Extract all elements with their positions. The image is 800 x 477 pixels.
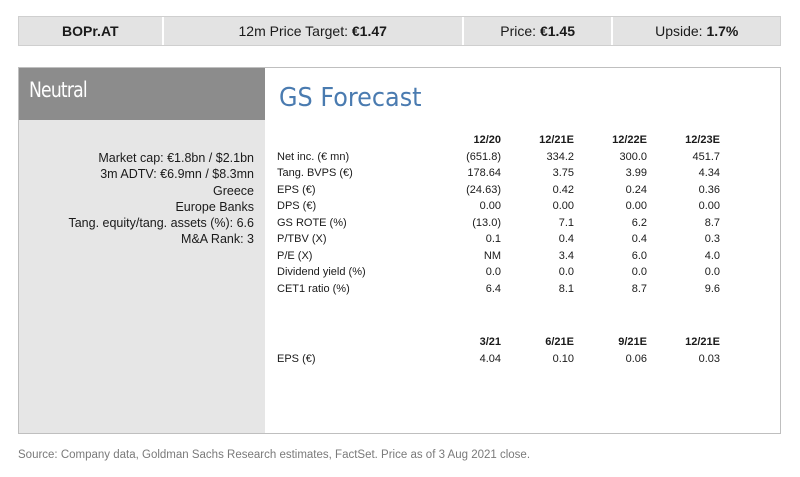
source-note: Source: Company data, Goldman Sachs Rese… (18, 449, 531, 461)
cell-value: 0.0 (558, 266, 574, 279)
header-bar: BOPr.AT 12m Price Target: €1.47 Price: €… (18, 16, 781, 46)
company-panel: Neutral Market cap: €1.8bn / $2.1bn 3m A… (19, 68, 265, 433)
row-label: Dividend yield (%) (277, 266, 366, 279)
row-label: P/TBV (X) (277, 233, 327, 246)
cell-value: 8.7 (631, 282, 647, 295)
table-header-row: 12/20 12/21E 12/22E 12/23E (277, 132, 720, 149)
cell-value: 8.1 (558, 282, 574, 295)
row-label: P/E (X) (277, 249, 313, 262)
table-row: CET1 ratio (%) 6.4 8.1 8.7 9.6 (277, 281, 720, 298)
table-row: Net inc. (€ mn) (651.8) 334.2 300.0 451.… (277, 149, 720, 166)
column-header: 3/21 (479, 336, 501, 349)
rating-banner: Neutral (19, 68, 265, 120)
table-row: Tang. BVPS (€) 178.64 3.75 3.99 4.34 (277, 165, 720, 182)
price-target-label: 12m Price Target: (238, 23, 348, 39)
company-meta: Market cap: €1.8bn / $2.1bn 3m ADTV: €6.… (68, 150, 254, 248)
cell-value: 0.36 (698, 183, 720, 196)
forecast-panel: GS Forecast 12/20 12/21E 12/22E 12/23E N… (265, 68, 780, 433)
cell-value: 0.1 (485, 233, 501, 246)
upside: Upside: 1.7% (613, 17, 780, 45)
table-row: EPS (€) (24.63) 0.42 0.24 0.36 (277, 182, 720, 199)
price-value: €1.45 (539, 23, 575, 39)
cell-value: 300.0 (619, 150, 647, 163)
cell-value: 6.2 (631, 216, 647, 229)
column-header: 9/21E (618, 336, 647, 349)
table-row: P/E (X) NM 3.4 6.0 4.0 (277, 248, 720, 265)
price-label: Price: (500, 23, 537, 39)
cell-value: 9.6 (704, 282, 720, 295)
cell-value: 6.4 (485, 282, 501, 295)
price-target-value: €1.47 (351, 23, 387, 39)
price: Price: €1.45 (464, 17, 614, 45)
cell-value: (13.0) (472, 216, 501, 229)
cell-value: 3.4 (558, 249, 574, 262)
cell-value: 4.34 (698, 167, 720, 180)
column-header: 6/21E (545, 336, 574, 349)
meta-tang-equity: Tang. equity/tang. assets (%): 6.6 (68, 216, 254, 231)
cell-value: 0.10 (552, 352, 574, 365)
cell-value: NM (483, 249, 501, 262)
table-row: EPS (€) 4.04 0.10 0.06 0.03 (277, 351, 720, 368)
cell-value: 0.03 (698, 352, 720, 365)
cell-value: 0.00 (552, 200, 574, 213)
table-row: GS ROTE (%) (13.0) 7.1 6.2 8.7 (277, 215, 720, 232)
cell-value: 0.4 (631, 233, 647, 246)
row-label: DPS (€) (277, 200, 317, 213)
cell-value: 0.24 (625, 183, 647, 196)
upside-label: Upside: (655, 23, 703, 39)
row-label: EPS (€) (277, 352, 316, 365)
upside-value: 1.7% (706, 23, 739, 39)
row-label: EPS (€) (277, 183, 316, 196)
cell-value: 0.0 (485, 266, 501, 279)
research-card: Neutral Market cap: €1.8bn / $2.1bn 3m A… (18, 67, 781, 434)
rating-label: Neutral (29, 78, 88, 102)
column-header: 12/21E (685, 336, 720, 349)
cell-value: 0.00 (479, 200, 501, 213)
cell-value: 4.04 (479, 352, 501, 365)
row-label: Net inc. (€ mn) (277, 150, 350, 163)
meta-ma-rank: M&A Rank: 3 (181, 232, 254, 247)
cell-value: 178.64 (467, 167, 501, 180)
cell-value: (651.8) (466, 150, 501, 163)
table-row: Dividend yield (%) 0.0 0.0 0.0 0.0 (277, 264, 720, 281)
table-row: P/TBV (X) 0.1 0.4 0.4 0.3 (277, 231, 720, 248)
table-header-row: 3/21 6/21E 9/21E 12/21E (277, 334, 720, 351)
cell-value: 0.3 (704, 233, 720, 246)
column-header: 12/22E (612, 134, 647, 147)
cell-value: 0.00 (698, 200, 720, 213)
forecast-title: GS Forecast (279, 83, 422, 113)
row-label: Tang. BVPS (€) (277, 167, 353, 180)
meta-sector: Europe Banks (175, 199, 254, 214)
cell-value: 0.42 (552, 183, 574, 196)
cell-value: 0.0 (704, 266, 720, 279)
meta-adtv: 3m ADTV: €6.9mn / $8.3mn (100, 167, 254, 182)
column-header: 12/21E (539, 134, 574, 147)
price-target: 12m Price Target: €1.47 (164, 17, 464, 45)
annual-forecast-table: 12/20 12/21E 12/22E 12/23E Net inc. (€ m… (277, 132, 720, 297)
cell-value: 7.1 (558, 216, 574, 229)
cell-value: 451.7 (692, 150, 720, 163)
column-header: 12/20 (473, 134, 501, 147)
ticker: BOPr.AT (19, 17, 164, 45)
cell-value: 0.00 (625, 200, 647, 213)
row-label: GS ROTE (%) (277, 216, 347, 229)
meta-market-cap: Market cap: €1.8bn / $2.1bn (98, 151, 254, 165)
meta-country: Greece (213, 183, 254, 198)
table-row: DPS (€) 0.00 0.00 0.00 0.00 (277, 198, 720, 215)
quarterly-forecast-table: 3/21 6/21E 9/21E 12/21E EPS (€) 4.04 0.1… (277, 334, 720, 367)
cell-value: 3.99 (625, 167, 647, 180)
cell-value: 0.4 (558, 233, 574, 246)
cell-value: 4.0 (704, 249, 720, 262)
cell-value: (24.63) (466, 183, 501, 196)
cell-value: 0.0 (631, 266, 647, 279)
cell-value: 0.06 (625, 352, 647, 365)
row-label: CET1 ratio (%) (277, 282, 350, 295)
cell-value: 8.7 (704, 216, 720, 229)
cell-value: 3.75 (552, 167, 574, 180)
cell-value: 6.0 (631, 249, 647, 262)
column-header: 12/23E (685, 134, 720, 147)
cell-value: 334.2 (546, 150, 574, 163)
